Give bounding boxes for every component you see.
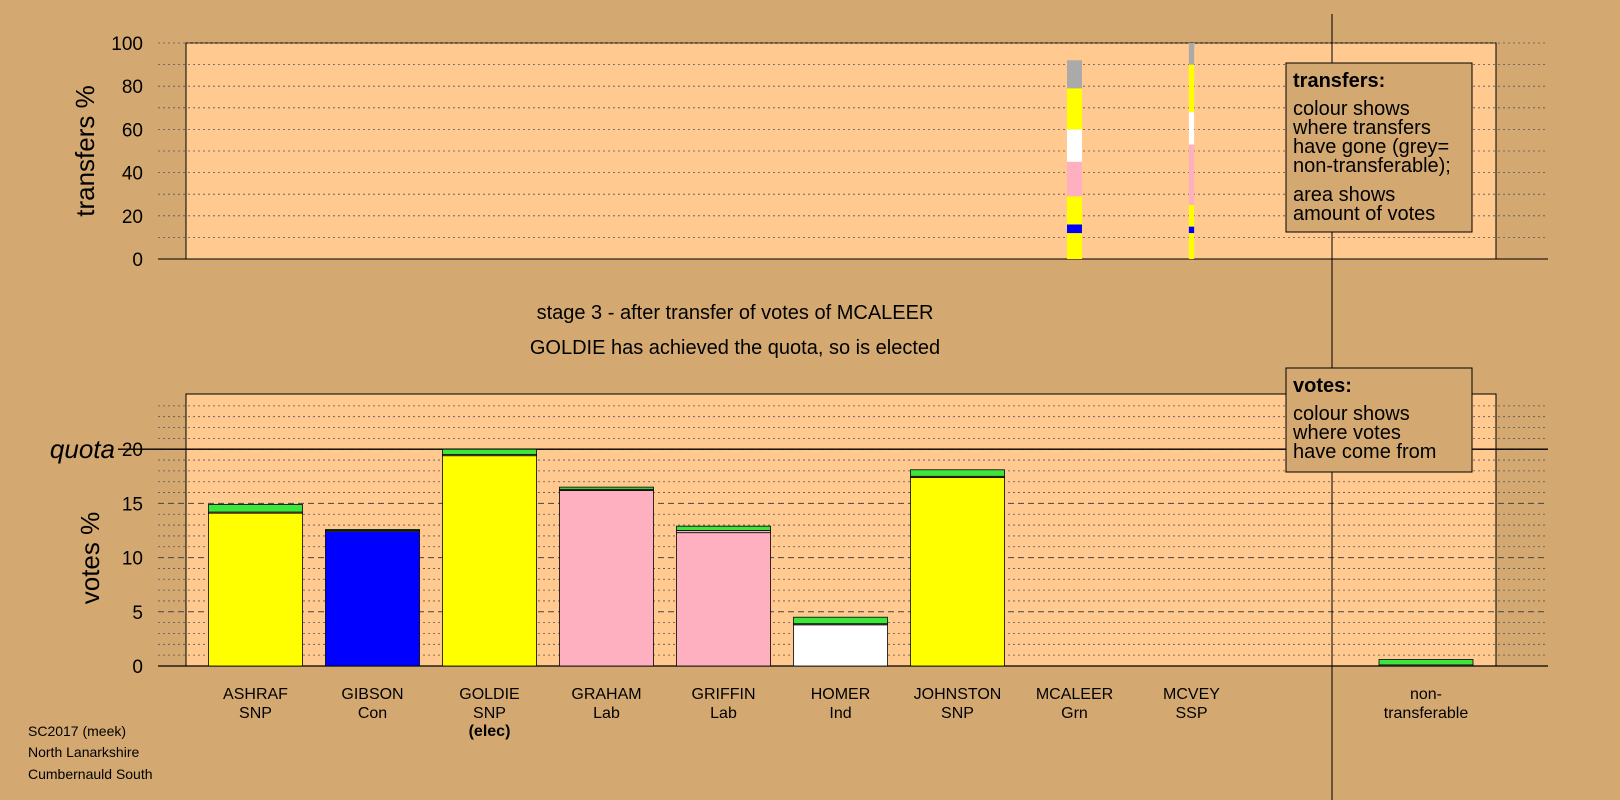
votes-legend-box xyxy=(1285,367,1473,473)
candidate-party: SNP xyxy=(941,705,974,722)
transfers-legend-title: transfers: xyxy=(1293,70,1385,92)
transfer-segment-mcaleer xyxy=(1067,196,1082,225)
candidate-name: JOHNSTON xyxy=(914,686,1002,703)
nontransferable-label: non- xyxy=(1410,686,1442,703)
candidate-party: Grn xyxy=(1061,705,1088,722)
transfers-tick-label: 0 xyxy=(132,250,143,271)
vote-bar-grn-transfer-johnston xyxy=(910,469,1005,477)
votes-tick-label: 15 xyxy=(122,494,143,515)
votes-tick-label: 10 xyxy=(122,549,143,570)
candidate-name: MCVEY xyxy=(1163,686,1220,703)
transfer-segment-mcaleer xyxy=(1067,224,1082,234)
vote-bar-grn-transfer-griffin xyxy=(676,525,771,531)
transfers-legend-line: amount of votes xyxy=(1293,203,1435,225)
transfers-gridlines xyxy=(158,42,1548,260)
vote-bar-graham xyxy=(559,489,654,667)
votes-tick-label: 20 xyxy=(122,440,143,461)
candidate-name: GRIFFIN xyxy=(692,686,756,703)
transfers-columns xyxy=(1067,43,1195,259)
candidate-name: MCALEER xyxy=(1036,686,1113,703)
transfers-tick-label: 40 xyxy=(122,164,143,185)
vote-bar-grn-transfer-ashraf xyxy=(208,504,303,513)
vote-bar-griffin xyxy=(676,532,771,667)
transfers-tick-labels: 0 20 40 60 80 100 xyxy=(111,34,143,271)
vote-bar-homer xyxy=(793,624,888,667)
stage-result: GOLDIE has achieved the quota, so is ele… xyxy=(530,337,940,359)
candidate-name: HOMER xyxy=(811,686,871,703)
candidate-name: GRAHAM xyxy=(571,686,641,703)
votes-tick-label: 0 xyxy=(132,657,143,678)
vote-bar-goldie xyxy=(442,455,537,667)
candidate-party: SNP xyxy=(473,705,506,722)
candidate-name: GOLDIE xyxy=(459,686,519,703)
candidate-party: SSP xyxy=(1175,705,1207,722)
transfers-legend-line: area shows xyxy=(1293,184,1395,206)
vote-bar-ashraf xyxy=(208,512,303,667)
transfers-legend-line: colour shows xyxy=(1293,98,1410,120)
votes-tick-label: 5 xyxy=(132,603,143,624)
votes-legend: votes: colour shows where votes have com… xyxy=(1285,367,1473,473)
candidate-party: SNP xyxy=(239,705,272,722)
stage-title: stage 3 - after transfer of votes of MCA… xyxy=(537,302,934,324)
footer-election: SC2017 (meek) xyxy=(28,723,126,739)
transfers-legend: transfers: colour shows where transfers … xyxy=(1285,62,1473,233)
candidate-name: ASHRAF xyxy=(223,686,288,703)
candidate-party: Con xyxy=(358,705,387,722)
quota-label: quota xyxy=(50,434,115,464)
transfers-legend-box xyxy=(1285,62,1473,233)
transfers-tick-label: 60 xyxy=(122,120,143,141)
footer-council: North Lanarkshire xyxy=(28,744,139,760)
footer-ward: Cumbernauld South xyxy=(28,766,153,782)
votes-tick-labels: 0 5 10 15 20 xyxy=(122,440,143,678)
transfer-segment-mcvey xyxy=(1188,64,1195,113)
candidate-party: Lab xyxy=(593,705,620,722)
transfer-segment-mcvey xyxy=(1188,233,1195,259)
candidate-labels: ASHRAFSNPGIBSONConGOLDIESNP(elec)GRAHAML… xyxy=(223,686,1468,740)
votes-bars xyxy=(208,448,1474,667)
transfer-segment-mcaleer xyxy=(1067,161,1082,197)
transfer-segment-mcvey xyxy=(1188,226,1195,234)
transfers-axis-title: transfers % xyxy=(70,85,100,217)
vote-bar-gibson xyxy=(325,531,420,667)
transfers-tick-label: 80 xyxy=(122,77,143,98)
vote-bar-grn-transfer-graham xyxy=(559,486,654,490)
transfers-legend-line: where transfers xyxy=(1292,117,1431,139)
transfers-tick-label: 100 xyxy=(111,34,143,55)
transfer-segment-mcvey xyxy=(1188,43,1195,65)
transfer-segment-mcaleer xyxy=(1067,129,1082,162)
vote-bar-grn-transfer-nontransferable xyxy=(1378,659,1474,666)
vote-bar-grn-transfer-goldie xyxy=(442,448,537,456)
votes-axis-title: votes % xyxy=(75,512,105,605)
transfers-chart: 0 20 40 60 80 100 transfers % xyxy=(70,34,1548,271)
transfer-segment-mcvey xyxy=(1188,205,1195,227)
candidate-name: GIBSON xyxy=(341,686,403,703)
transfers-legend-line: have gone (grey= xyxy=(1293,136,1449,158)
nontransferable-label: transferable xyxy=(1384,705,1469,722)
transfer-segment-mcvey xyxy=(1188,112,1195,145)
transfers-tick-label: 20 xyxy=(122,207,143,228)
votes-legend-line: where votes xyxy=(1292,422,1401,444)
transfer-segment-mcaleer xyxy=(1067,60,1082,89)
vote-bar-grn-transfer-gibson xyxy=(325,529,420,531)
transfer-segment-mcaleer xyxy=(1067,88,1082,130)
vote-bar-grn-transfer-homer xyxy=(793,616,888,625)
elected-note: (elec) xyxy=(469,723,511,740)
candidate-party: Lab xyxy=(710,705,737,722)
transfers-legend-line: non-transferable); xyxy=(1293,155,1451,177)
transfer-segment-mcvey xyxy=(1188,144,1195,205)
vote-bar-johnston xyxy=(910,476,1005,667)
votes-legend-title: votes: xyxy=(1293,375,1352,397)
candidate-party: Ind xyxy=(829,705,851,722)
transfer-segment-mcaleer xyxy=(1067,233,1082,259)
votes-legend-line: colour shows xyxy=(1293,403,1410,425)
votes-legend-line: have come from xyxy=(1293,441,1436,463)
